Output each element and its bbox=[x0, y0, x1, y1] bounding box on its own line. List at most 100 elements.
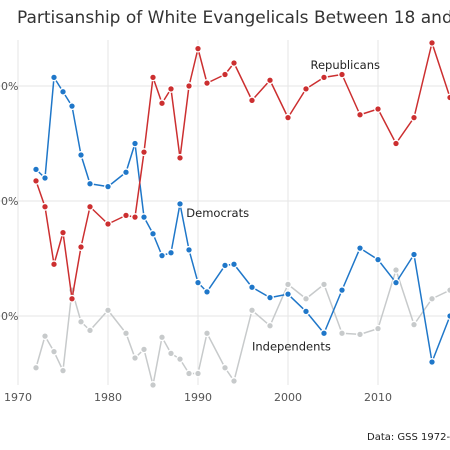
democrats-point bbox=[374, 255, 382, 264]
chart-title: Partisanship of White Evangelicals Betwe… bbox=[17, 8, 450, 28]
republicans-line bbox=[35, 42, 450, 300]
independents-point bbox=[230, 377, 238, 385]
independents-line bbox=[35, 269, 450, 386]
republicans-point bbox=[410, 113, 418, 122]
democrats-point bbox=[446, 312, 450, 320]
democrats-point bbox=[185, 245, 193, 254]
democrats-point bbox=[221, 261, 229, 270]
republicans-point bbox=[392, 139, 400, 148]
democrats-point bbox=[203, 287, 211, 296]
democrats-point bbox=[86, 179, 94, 188]
independents-point bbox=[356, 330, 364, 339]
democrats-point bbox=[338, 286, 346, 295]
independents-point bbox=[140, 345, 148, 354]
republicans-point bbox=[203, 79, 211, 88]
independents-point bbox=[149, 381, 157, 389]
republicans-point bbox=[374, 105, 382, 113]
label-democrats: Democrats bbox=[186, 206, 249, 220]
republicans-point bbox=[104, 220, 112, 228]
independents-point bbox=[392, 266, 400, 274]
democrats-point bbox=[122, 168, 130, 177]
democrats-point bbox=[149, 229, 157, 238]
independents-point bbox=[50, 347, 58, 356]
republicans-point bbox=[230, 59, 238, 67]
independents-point bbox=[374, 324, 382, 333]
independents-point bbox=[410, 320, 418, 329]
democrats-point bbox=[176, 199, 184, 208]
series-group bbox=[32, 38, 450, 389]
independents-point bbox=[266, 321, 274, 330]
independents-point bbox=[131, 354, 139, 362]
independents-point bbox=[86, 326, 94, 335]
republicans-point bbox=[122, 211, 130, 220]
democrats-point bbox=[140, 213, 148, 222]
label-independents: Independents bbox=[252, 340, 331, 354]
democrats-point bbox=[320, 329, 328, 338]
y-tick-label: 0% bbox=[1, 80, 18, 93]
independents-point bbox=[284, 280, 292, 289]
x-tick-label: 2000 bbox=[274, 391, 302, 404]
series-labels: Republicans Democrats Independents bbox=[186, 58, 380, 354]
y-tick-label: 0% bbox=[1, 310, 18, 323]
independents-point bbox=[302, 294, 310, 303]
democrats-point bbox=[68, 102, 76, 111]
grid-lines bbox=[0, 40, 450, 385]
independents-point bbox=[167, 349, 175, 358]
independents-point bbox=[248, 306, 256, 315]
republicans-point bbox=[185, 82, 193, 90]
republicans-point bbox=[59, 228, 67, 237]
x-tick-label: 2010 bbox=[364, 391, 392, 404]
republicans-point bbox=[140, 148, 148, 157]
democrats-point bbox=[77, 151, 85, 159]
x-tick-label: 1990 bbox=[184, 391, 212, 404]
republicans-point bbox=[158, 99, 166, 108]
republicans-point bbox=[176, 153, 184, 162]
y-axis-ticks: 0% 0% 0% bbox=[1, 80, 18, 323]
republicans-point bbox=[41, 202, 49, 211]
republicans-point bbox=[338, 70, 346, 79]
republicans-point bbox=[131, 213, 139, 222]
independents-point bbox=[122, 329, 130, 338]
democrats-point bbox=[131, 139, 139, 148]
independents-point bbox=[428, 294, 436, 303]
democrats-point bbox=[428, 358, 436, 366]
independents-point bbox=[41, 332, 49, 341]
republicans-point bbox=[266, 76, 274, 85]
republicans-point bbox=[32, 176, 40, 185]
democrats-point bbox=[248, 283, 256, 292]
republicans-point bbox=[302, 84, 310, 93]
independents-point bbox=[320, 280, 328, 289]
republicans-point bbox=[194, 44, 202, 53]
independents-point bbox=[158, 333, 166, 342]
x-axis-ticks: 1970 1980 1990 2000 2010 bbox=[4, 391, 392, 404]
republicans-point bbox=[248, 96, 256, 105]
independents-point bbox=[446, 286, 450, 295]
y-tick-label: 0% bbox=[1, 195, 18, 208]
series-democrats bbox=[32, 73, 450, 366]
democrats-line bbox=[35, 76, 450, 363]
republicans-point bbox=[284, 113, 292, 122]
independents-point bbox=[221, 363, 229, 372]
republicans-point bbox=[77, 243, 85, 251]
independents-point bbox=[185, 369, 193, 378]
independents-point bbox=[32, 363, 40, 372]
republicans-point bbox=[320, 73, 328, 82]
democrats-point bbox=[167, 248, 175, 257]
democrats-point bbox=[230, 260, 238, 269]
democrats-point bbox=[158, 251, 166, 260]
democrats-point bbox=[194, 278, 202, 287]
republicans-point bbox=[86, 202, 94, 211]
republicans-point bbox=[167, 84, 175, 93]
independents-point bbox=[338, 329, 346, 338]
democrats-point bbox=[59, 87, 67, 96]
independents-point bbox=[176, 355, 184, 364]
republicans-point bbox=[446, 93, 450, 102]
democrats-point bbox=[392, 278, 400, 287]
series-independents bbox=[32, 266, 450, 389]
democrats-point bbox=[32, 165, 40, 174]
republicans-point bbox=[68, 294, 76, 303]
independents-point bbox=[59, 366, 67, 375]
republicans-point bbox=[50, 260, 58, 269]
democrats-point bbox=[266, 293, 274, 302]
